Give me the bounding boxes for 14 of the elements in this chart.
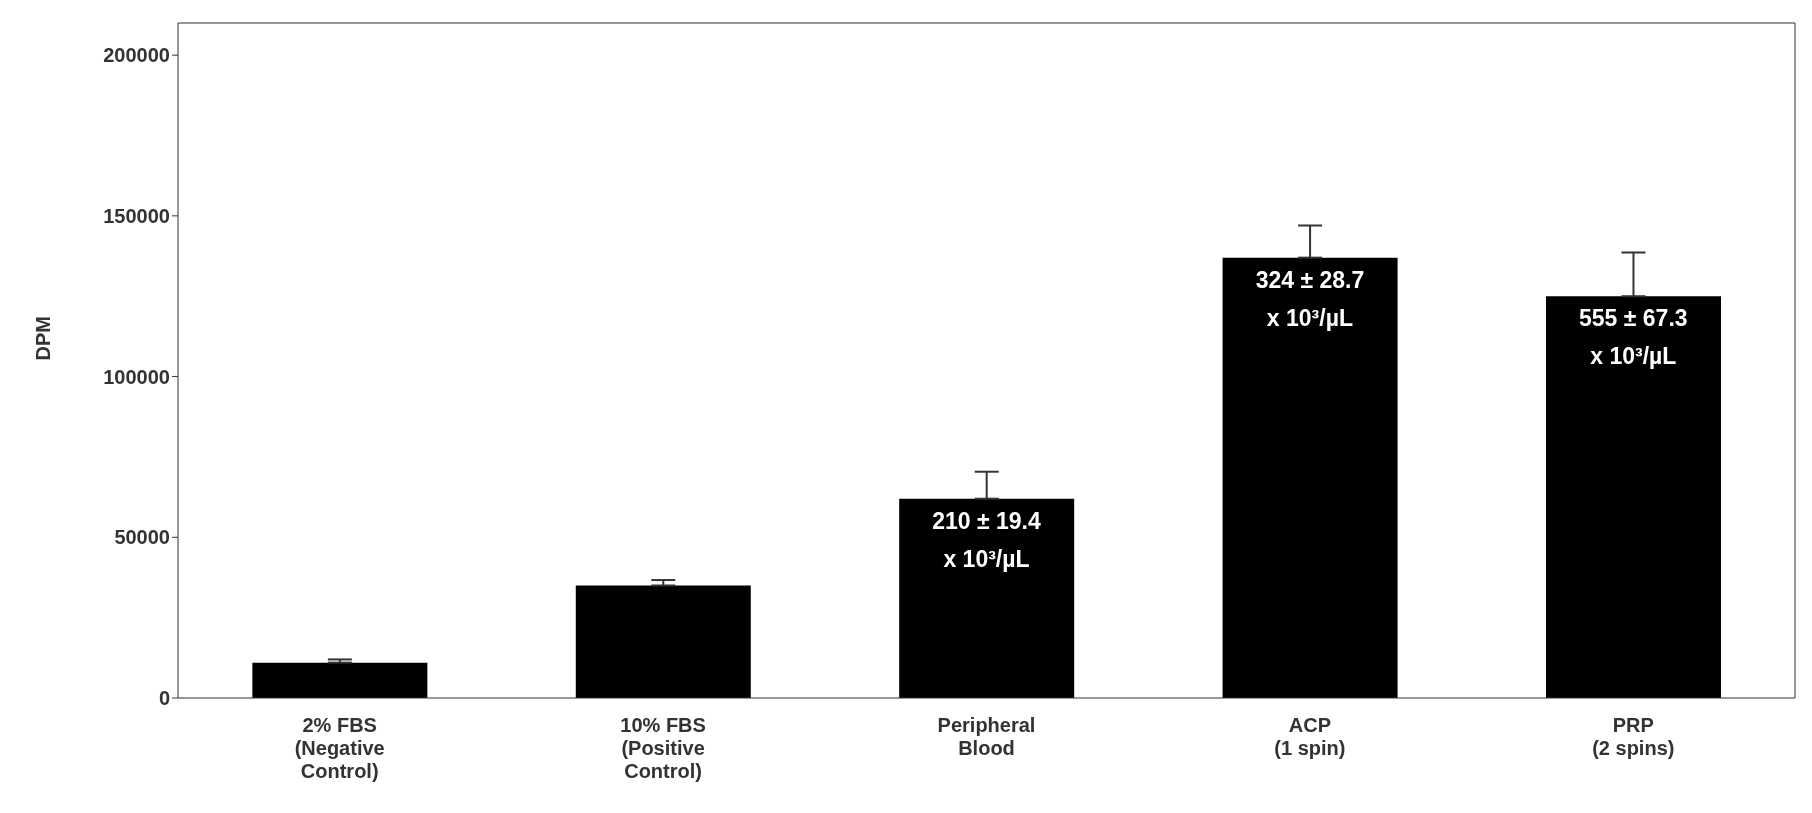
y-tick-label: 150000 (103, 204, 170, 227)
x-tick-label: 2% FBS (Negative Control) (294, 714, 385, 782)
x-tick-label: ACP (1 spin) (1274, 714, 1346, 759)
y-tick-label: 100000 (103, 365, 170, 388)
y-axis-title: DPM (32, 316, 55, 361)
y-tick-label: 50000 (114, 526, 170, 549)
annotation: 210 ± 19.4 x 10³/µL (932, 507, 1041, 572)
annotation: 324 ± 28.7 x 10³/µL (1255, 266, 1365, 331)
y-tick-label: 200000 (103, 44, 170, 67)
x-tick-label: PRP (2 spins) (1592, 714, 1675, 759)
y-tick-label: 0 (158, 687, 170, 710)
x-tick-label: 10% FBS (Positive Control) (620, 714, 706, 782)
x-tick-label: Peripheral Blood (937, 714, 1036, 759)
annotation: 555 ± 67.3 x 10³/µL (1579, 305, 1688, 370)
